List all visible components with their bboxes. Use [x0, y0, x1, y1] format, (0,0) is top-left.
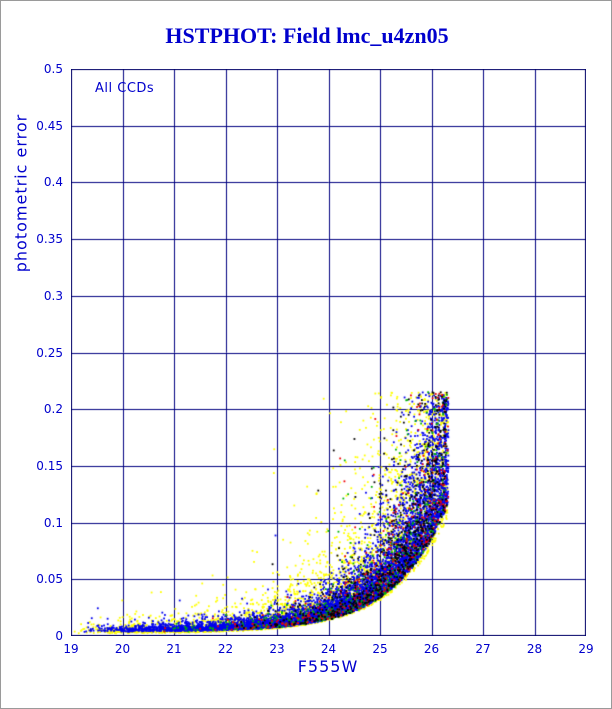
y-tick-label: 0.5 [43, 62, 63, 76]
y-tick-label: 0.15 [36, 458, 63, 473]
x-axis-title: F555W [297, 657, 359, 676]
y-tick-label: 0.35 [36, 232, 63, 247]
x-tick-label: 21 [166, 642, 182, 656]
y-tick-label: 0.45 [36, 118, 63, 133]
chart-title: HSTPHOT: Field lmc_u4zn05 [165, 23, 449, 48]
x-tick-label: 19 [63, 642, 79, 656]
y-tick-label: 0.1 [43, 515, 63, 530]
x-tick-label: 20 [114, 642, 131, 656]
y-tick-label: 0.3 [43, 288, 63, 303]
y-tick-label: 0.25 [36, 345, 63, 360]
x-tick-label: 22 [217, 642, 234, 656]
y-axis-title: photometric error [11, 113, 31, 273]
x-tick-label: 27 [475, 642, 491, 656]
y-tick-label: 0.05 [36, 572, 63, 587]
x-tick-label: 24 [320, 642, 337, 656]
y-tick-label: 0.2 [43, 402, 63, 417]
x-tick-label: 25 [372, 642, 388, 656]
ccd-annotation-label: All CCDs [95, 81, 155, 96]
y-tick-label: 0.4 [43, 175, 63, 190]
x-tick-label: 29 [578, 642, 594, 656]
x-tick-label: 26 [423, 642, 440, 656]
x-tick-label: 23 [269, 642, 285, 656]
x-tick-label: 28 [526, 642, 543, 656]
scatter-plot-canvas [71, 69, 586, 636]
y-tick-label: 0 [55, 629, 63, 643]
